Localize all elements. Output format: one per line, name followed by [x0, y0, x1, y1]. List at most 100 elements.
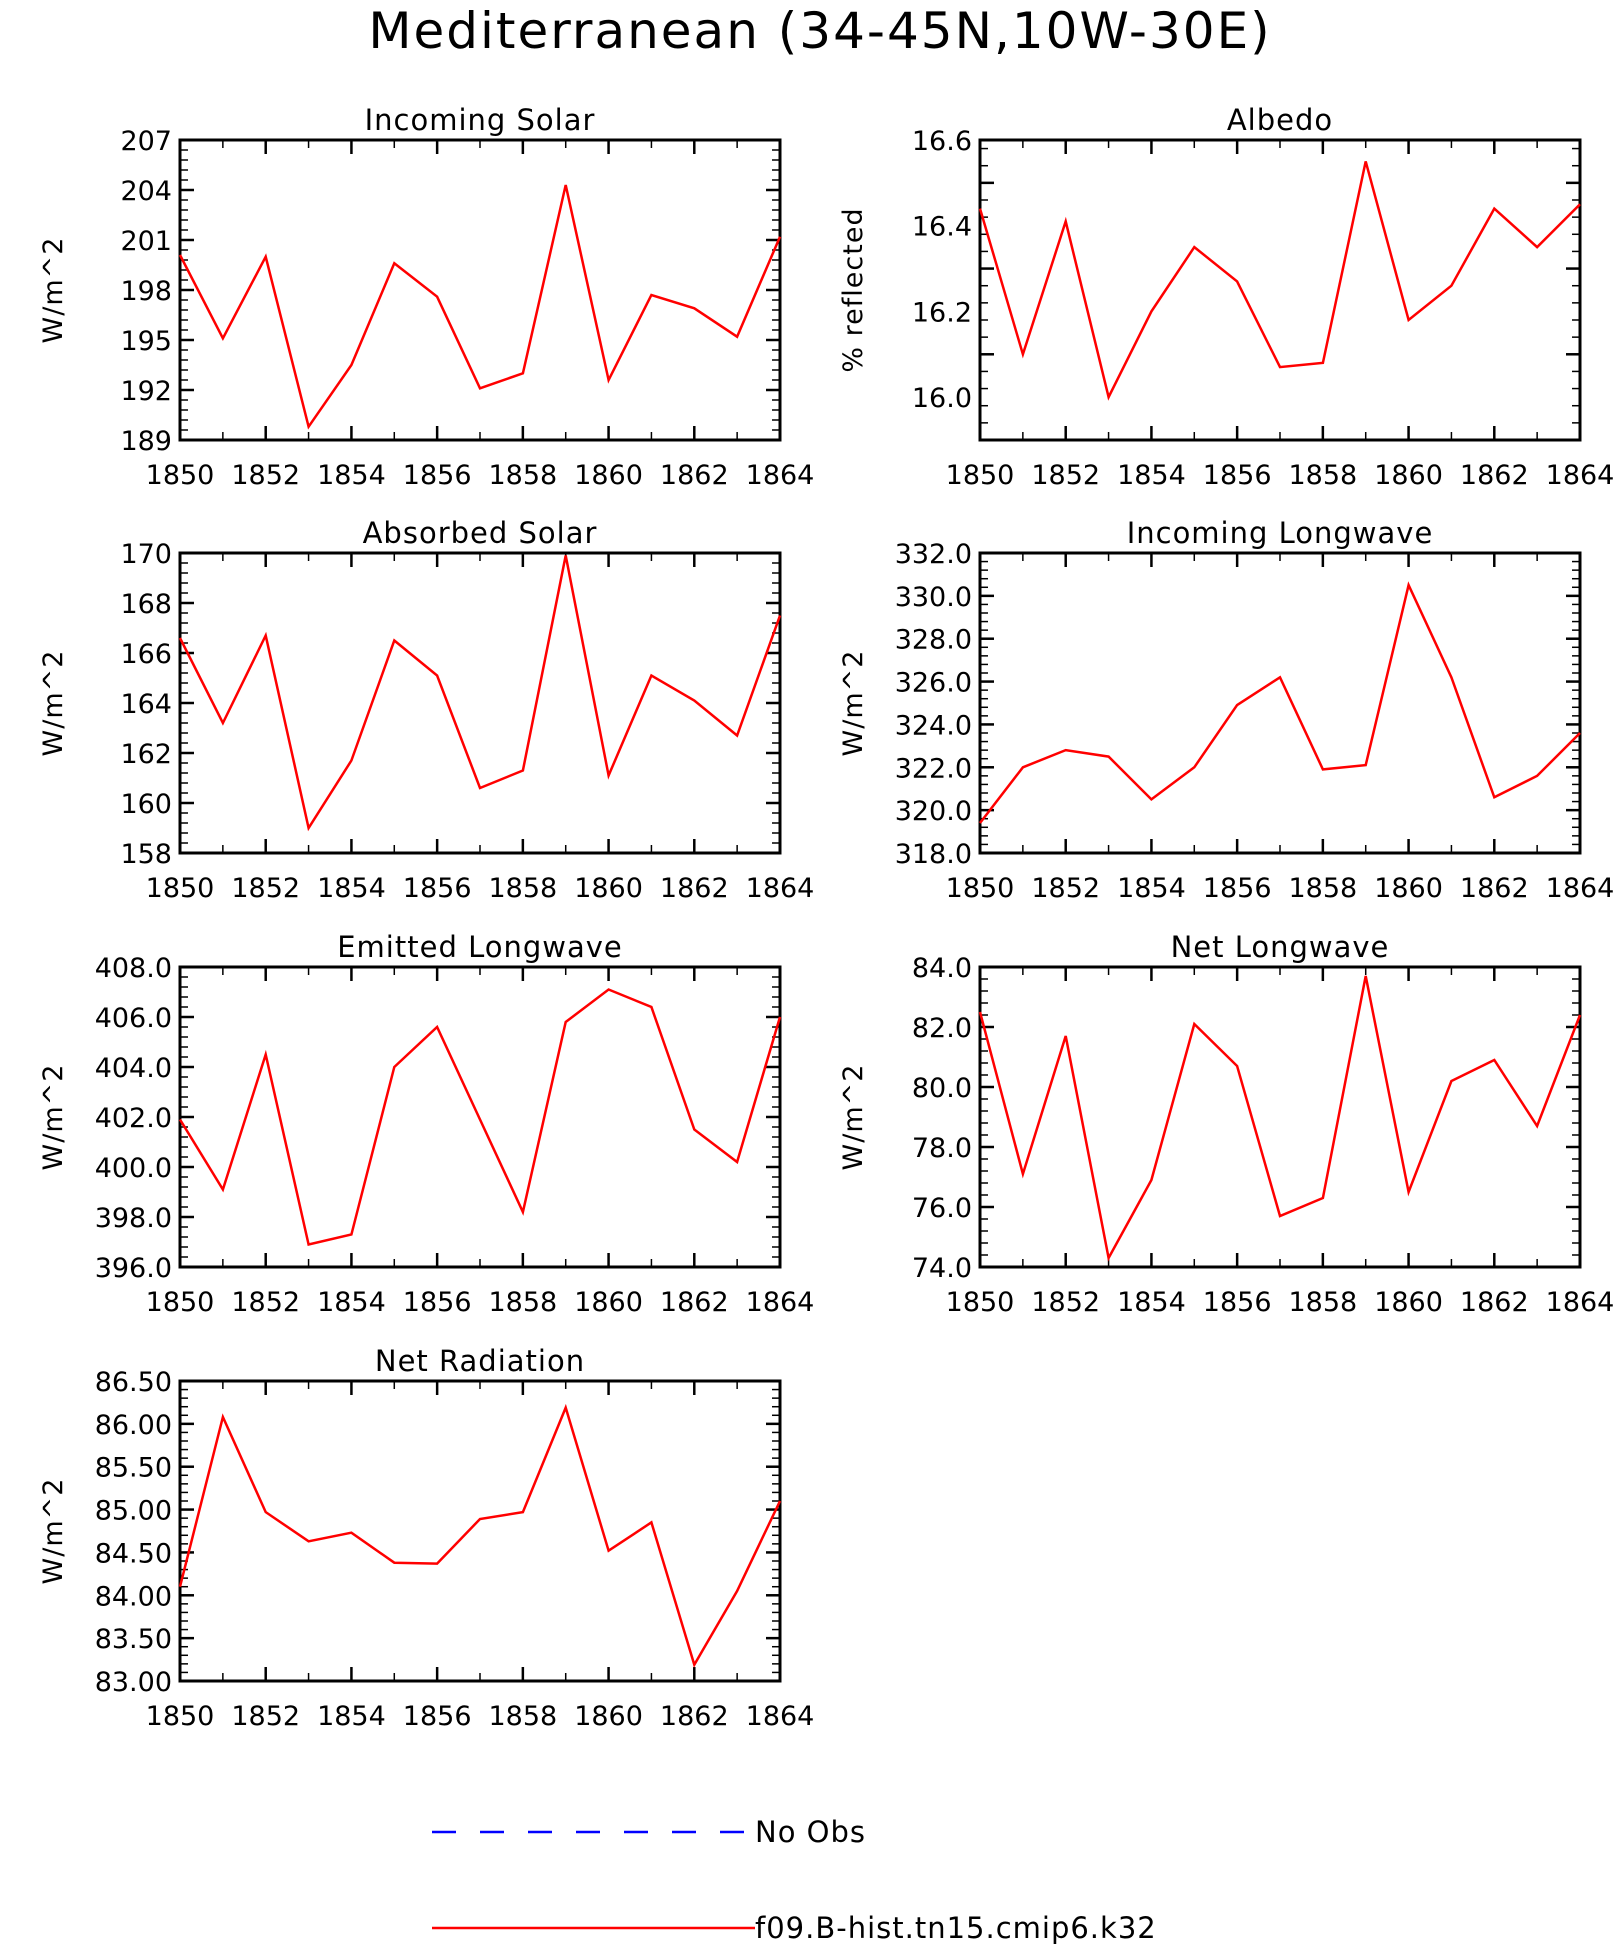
panel-title: Emitted Longwave	[337, 930, 623, 964]
x-tick-label: 1858	[488, 1287, 557, 1318]
series-group	[178, 1403, 782, 1668]
y-tick-label: 318.0	[895, 839, 972, 870]
x-tick-label: 1854	[317, 1287, 386, 1318]
panel-albedo: Albedo % reflected 1850 1852 1854 1856 1858 186…	[838, 103, 1614, 491]
panel-title: Albedo	[1227, 103, 1333, 137]
x-tick-label: 1862	[1460, 873, 1529, 904]
x-tick-label: 1852	[231, 873, 300, 904]
x-tick-label: 1852	[1031, 1287, 1100, 1318]
y-tick-label: 189	[120, 426, 172, 457]
y-tick-label: 164	[120, 689, 172, 720]
series-line	[178, 555, 782, 832]
y-tick-label: 85.00	[95, 1496, 172, 1527]
y-tick-label: 16.4	[912, 212, 972, 243]
y-tick-label: 158	[120, 839, 172, 870]
plot-frame	[978, 138, 1582, 442]
x-tick-label: 1858	[488, 460, 557, 491]
y-tick-label: 84.00	[95, 1581, 172, 1612]
x-tick-label: 1856	[403, 1701, 472, 1732]
y-tick-label: 322.0	[895, 753, 972, 784]
panel-net-longwave: Net Longwave W/m^2 1850 1852 1854 1856 1858 186…	[838, 930, 1614, 1318]
x-tick-label: 1854	[317, 873, 386, 904]
x-tick-label: 1864	[746, 1287, 815, 1318]
y-tick-label: 398.0	[95, 1203, 172, 1234]
x-tick-label: 1856	[403, 1287, 472, 1318]
series-group	[178, 555, 782, 832]
y-tick-label: 404.0	[95, 1053, 172, 1084]
y-tick-label: 86.00	[95, 1410, 172, 1441]
x-tick-label: 1850	[146, 1701, 215, 1732]
y-tick-label: 160	[120, 789, 172, 820]
series-group	[978, 161, 1581, 401]
y-axis-label: W/m^2	[38, 1478, 69, 1585]
series-line	[178, 184, 782, 430]
y-tick-label: 198	[120, 276, 172, 307]
panels: Incoming Solar W/m^2 1850 1852 1854 1856 1858 1…	[38, 103, 1614, 1732]
panel-title: Incoming Solar	[365, 103, 596, 137]
x-tick-label: 1860	[574, 1287, 643, 1318]
figure-title: Mediterranean (34-45N,10W-30E)	[368, 2, 1271, 60]
y-tick-label: 86.50	[95, 1367, 172, 1398]
x-tick-label: 1850	[146, 1287, 215, 1318]
panel-title: Incoming Longwave	[1127, 516, 1434, 550]
x-tick-label: 1860	[574, 460, 643, 491]
panel-net-radiation: Net Radiation W/m^2 1850 1852 1854 1856 1858 18…	[38, 1344, 814, 1732]
x-tick-label: 1858	[1288, 873, 1357, 904]
y-tick-label: 204	[120, 176, 172, 207]
plot-frame	[178, 1379, 782, 1683]
y-tick-label: 400.0	[95, 1153, 172, 1184]
y-axis-label: W/m^2	[838, 1064, 869, 1171]
x-tick-label: 1864	[1546, 873, 1615, 904]
y-tick-label: 84.50	[95, 1538, 172, 1569]
y-tick-label: 402.0	[95, 1103, 172, 1134]
x-tick-label: 1850	[946, 873, 1015, 904]
y-tick-label: 16.2	[912, 297, 972, 328]
y-tick-label: 170	[120, 539, 172, 570]
series-group	[178, 988, 782, 1247]
panel-incoming-solar: Incoming Solar W/m^2 1850 1852 1854 1856 1858 1…	[38, 103, 814, 491]
y-tick-label: 207	[120, 126, 172, 157]
y-tick-label: 408.0	[95, 953, 172, 984]
y-tick-label: 166	[120, 639, 172, 670]
x-tick-label: 1856	[1203, 873, 1272, 904]
y-axis-label: W/m^2	[38, 650, 69, 757]
y-tick-label: 324.0	[895, 710, 972, 741]
y-tick-label: 82.0	[912, 1013, 972, 1044]
plot-frame	[978, 551, 1582, 855]
x-tick-label: 1856	[403, 460, 472, 491]
x-tick-label: 1860	[1374, 873, 1443, 904]
x-tick-label: 1854	[1117, 873, 1186, 904]
x-tick-label: 1852	[1031, 873, 1100, 904]
series-line	[178, 1403, 782, 1668]
x-tick-label: 1858	[1288, 460, 1357, 491]
x-tick-label: 1856	[1203, 1287, 1272, 1318]
y-axis-label: W/m^2	[838, 650, 869, 757]
y-tick-label: 162	[120, 739, 172, 770]
series-group	[979, 581, 1581, 824]
series-group	[178, 184, 782, 430]
legend: No Obs f09.B-hist.tn15.cmip6.k32	[432, 1815, 1156, 1945]
y-tick-label: 396.0	[95, 1253, 172, 1284]
x-tick-label: 1860	[574, 1701, 643, 1732]
panel-title: Net Radiation	[375, 1344, 585, 1378]
x-tick-label: 1858	[1288, 1287, 1357, 1318]
y-tick-label: 328.0	[895, 625, 972, 656]
x-tick-label: 1858	[488, 1701, 557, 1732]
y-tick-label: 326.0	[895, 668, 972, 699]
x-tick-label: 1850	[146, 873, 215, 904]
plot-frame	[178, 551, 782, 855]
x-tick-label: 1862	[660, 873, 729, 904]
panel-title: Net Longwave	[1171, 930, 1390, 964]
x-tick-label: 1862	[660, 460, 729, 491]
x-tick-label: 1862	[660, 1701, 729, 1732]
y-tick-label: 406.0	[95, 1003, 172, 1034]
y-tick-label: 83.00	[95, 1667, 172, 1698]
y-tick-label: 16.0	[912, 383, 972, 414]
x-tick-label: 1862	[1460, 1287, 1529, 1318]
y-tick-label: 320.0	[895, 796, 972, 827]
x-tick-label: 1858	[488, 873, 557, 904]
x-tick-label: 1856	[403, 873, 472, 904]
series-line	[979, 581, 1581, 824]
panel-title: Absorbed Solar	[363, 516, 598, 550]
